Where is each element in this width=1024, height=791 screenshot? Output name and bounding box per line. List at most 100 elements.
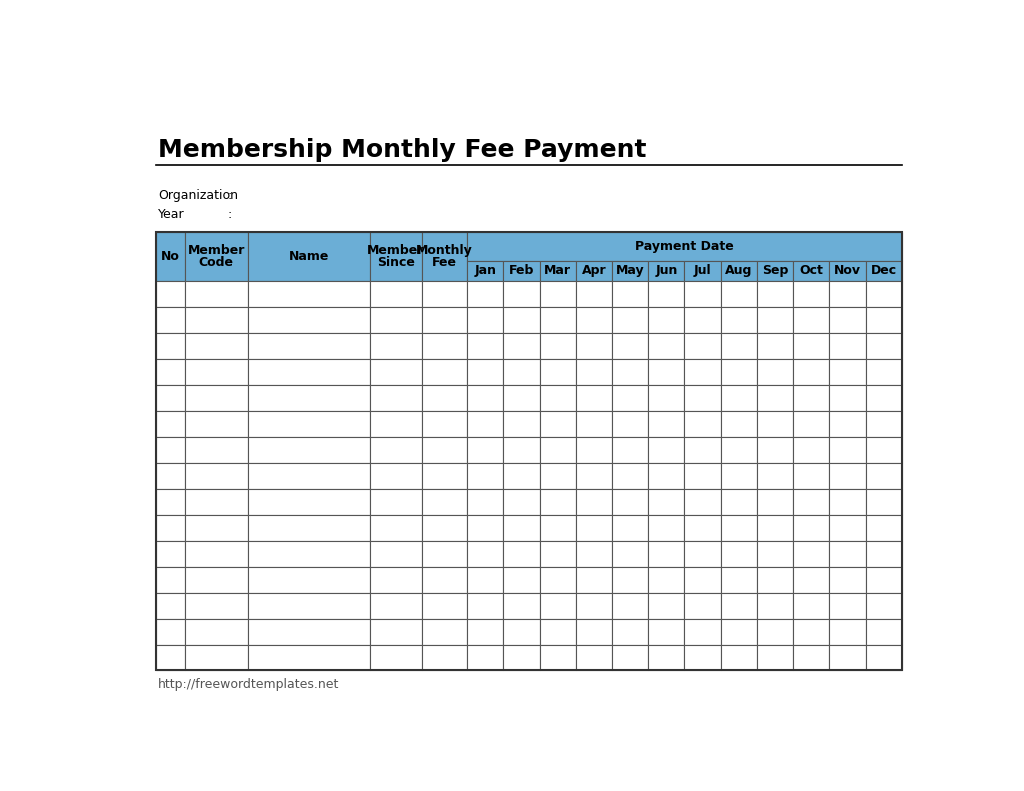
Bar	[865, 566, 902, 592]
Bar	[829, 489, 865, 515]
Bar	[422, 281, 467, 307]
Text: Member: Member	[187, 244, 245, 257]
Bar	[467, 540, 504, 566]
Bar	[757, 619, 794, 645]
Bar	[684, 358, 721, 384]
Bar	[757, 384, 794, 411]
Bar	[829, 463, 865, 489]
Bar	[540, 515, 575, 540]
Bar	[648, 645, 684, 671]
Bar	[794, 333, 829, 358]
Bar	[721, 281, 757, 307]
Bar	[575, 437, 612, 463]
Bar	[575, 515, 612, 540]
Bar	[865, 489, 902, 515]
Bar	[156, 592, 185, 619]
Text: Mar: Mar	[544, 264, 571, 278]
Bar	[829, 261, 865, 281]
Bar	[156, 411, 185, 437]
Bar	[865, 411, 902, 437]
Bar	[467, 281, 504, 307]
Bar	[757, 411, 794, 437]
Bar	[370, 358, 422, 384]
Bar	[612, 489, 648, 515]
Bar	[248, 619, 370, 645]
Bar	[370, 566, 422, 592]
Bar	[648, 463, 684, 489]
Bar	[185, 619, 248, 645]
Bar	[540, 566, 575, 592]
Text: Feb: Feb	[509, 264, 535, 278]
Bar	[684, 411, 721, 437]
Bar	[684, 281, 721, 307]
Bar	[575, 333, 612, 358]
Bar	[865, 281, 902, 307]
Text: Jun: Jun	[655, 264, 678, 278]
Bar	[540, 463, 575, 489]
Bar	[612, 540, 648, 566]
Bar	[648, 540, 684, 566]
Text: Year: Year	[158, 207, 184, 221]
Bar	[504, 489, 540, 515]
Bar	[684, 645, 721, 671]
Bar	[467, 261, 504, 281]
Bar	[370, 645, 422, 671]
Bar	[865, 540, 902, 566]
Bar	[612, 261, 648, 281]
Bar	[370, 619, 422, 645]
Bar	[248, 333, 370, 358]
Bar	[612, 592, 648, 619]
Bar	[467, 645, 504, 671]
Bar	[757, 463, 794, 489]
Bar	[185, 333, 248, 358]
Text: Dec: Dec	[870, 264, 897, 278]
Bar	[370, 384, 422, 411]
Bar	[575, 261, 612, 281]
Bar	[575, 566, 612, 592]
Bar	[467, 307, 504, 333]
Bar	[156, 384, 185, 411]
Bar	[370, 437, 422, 463]
Text: Monthly: Monthly	[416, 244, 473, 257]
Bar	[612, 463, 648, 489]
Bar	[721, 411, 757, 437]
Bar	[370, 540, 422, 566]
Text: Member: Member	[367, 244, 424, 257]
Bar	[422, 566, 467, 592]
Bar	[185, 411, 248, 437]
Bar	[684, 515, 721, 540]
Bar	[721, 489, 757, 515]
Bar	[467, 619, 504, 645]
Bar	[684, 566, 721, 592]
Bar	[575, 281, 612, 307]
Text: Sep: Sep	[762, 264, 788, 278]
Bar	[248, 566, 370, 592]
Bar	[467, 592, 504, 619]
Bar	[156, 566, 185, 592]
Bar	[721, 384, 757, 411]
Text: Name: Name	[289, 250, 329, 263]
Bar	[248, 232, 370, 281]
Bar	[865, 592, 902, 619]
Bar	[540, 333, 575, 358]
Bar	[540, 619, 575, 645]
Bar	[794, 261, 829, 281]
Bar	[648, 592, 684, 619]
Bar	[865, 307, 902, 333]
Bar	[540, 540, 575, 566]
Text: Membership Monthly Fee Payment: Membership Monthly Fee Payment	[158, 138, 647, 161]
Bar	[757, 333, 794, 358]
Bar	[185, 437, 248, 463]
Bar	[648, 515, 684, 540]
Bar	[156, 645, 185, 671]
Bar	[467, 489, 504, 515]
Bar	[684, 619, 721, 645]
Bar	[794, 619, 829, 645]
Bar	[829, 358, 865, 384]
Bar	[185, 540, 248, 566]
Bar	[248, 411, 370, 437]
Bar	[504, 437, 540, 463]
Bar	[185, 281, 248, 307]
Bar	[648, 358, 684, 384]
Bar	[721, 515, 757, 540]
